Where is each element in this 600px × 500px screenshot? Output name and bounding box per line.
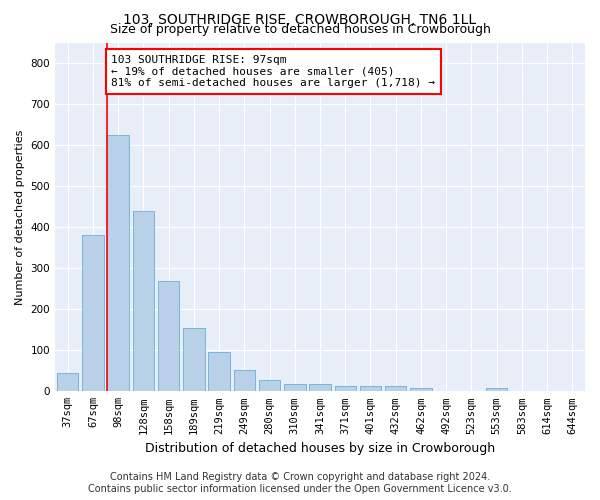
Bar [284,384,305,392]
Text: 103, SOUTHRIDGE RISE, CROWBOROUGH, TN6 1LL: 103, SOUTHRIDGE RISE, CROWBOROUGH, TN6 1… [124,12,476,26]
Bar [133,210,154,392]
Bar [158,282,179,392]
X-axis label: Distribution of detached houses by size in Crowborough: Distribution of detached houses by size … [145,442,495,455]
Bar [107,135,129,392]
Bar [208,352,230,392]
Text: 103 SOUTHRIDGE RISE: 97sqm
← 19% of detached houses are smaller (405)
81% of sem: 103 SOUTHRIDGE RISE: 97sqm ← 19% of deta… [111,55,435,88]
Bar [57,373,79,392]
Text: Size of property relative to detached houses in Crowborough: Size of property relative to detached ho… [110,22,490,36]
Bar [335,386,356,392]
Bar [360,386,381,392]
Bar [410,388,431,392]
Bar [259,380,280,392]
Bar [183,328,205,392]
Bar [309,384,331,392]
Bar [385,386,406,392]
Bar [233,370,255,392]
Y-axis label: Number of detached properties: Number of detached properties [15,129,25,304]
Bar [486,388,508,392]
Bar [82,234,104,392]
Text: Contains HM Land Registry data © Crown copyright and database right 2024.
Contai: Contains HM Land Registry data © Crown c… [88,472,512,494]
